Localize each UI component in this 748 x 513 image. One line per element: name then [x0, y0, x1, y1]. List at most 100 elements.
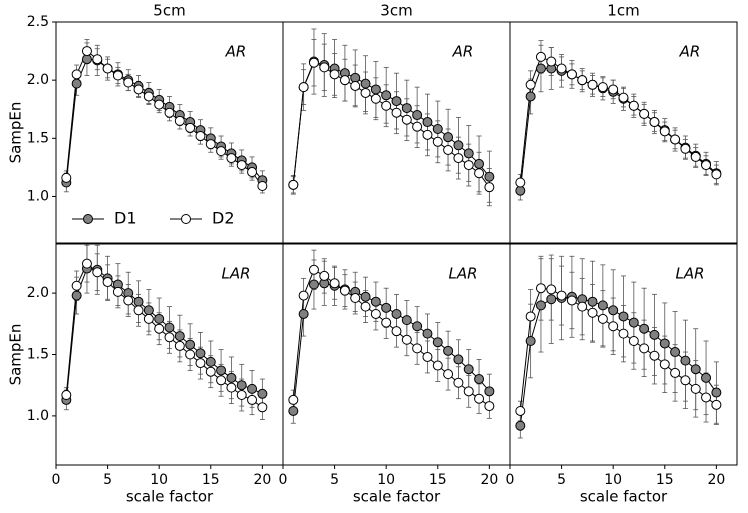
marker: [628, 100, 639, 111]
panel-annotation: LAR: [221, 265, 250, 283]
panel-annotation: AR: [452, 43, 474, 61]
marker: [391, 308, 402, 319]
marker: [288, 394, 299, 405]
marker: [639, 343, 650, 354]
marker: [143, 91, 154, 102]
marker: [463, 160, 474, 171]
marker: [639, 108, 650, 119]
marker: [711, 387, 722, 398]
legend-marker: [83, 214, 93, 224]
marker: [247, 167, 258, 178]
marker: [185, 349, 196, 360]
marker: [350, 80, 361, 91]
panel-annotation: AR: [679, 43, 701, 61]
marker: [453, 354, 464, 365]
marker: [92, 267, 103, 278]
marker: [350, 293, 361, 304]
marker: [288, 179, 299, 190]
marker: [216, 365, 227, 376]
marker: [670, 347, 681, 358]
marker: [628, 335, 639, 346]
marker: [164, 322, 175, 333]
panel-frame: [55, 21, 284, 244]
marker: [546, 284, 557, 295]
marker: [370, 308, 381, 319]
marker: [391, 96, 402, 107]
series-line: [65, 50, 263, 187]
marker: [525, 335, 536, 346]
marker: [556, 63, 567, 74]
marker: [690, 364, 701, 375]
marker: [546, 294, 557, 305]
marker: [484, 171, 495, 182]
marker: [535, 283, 546, 294]
marker: [195, 130, 206, 141]
x-tick-label: 15: [429, 472, 447, 488]
marker: [484, 386, 495, 397]
panel-title: 5cm: [153, 2, 185, 20]
marker: [133, 84, 144, 95]
x-tick-label: 10: [150, 472, 168, 488]
marker: [329, 69, 340, 80]
marker: [81, 258, 92, 269]
marker: [608, 84, 619, 95]
series-line: [292, 282, 490, 412]
marker: [401, 315, 412, 326]
x-tick-label: 0: [506, 472, 515, 488]
marker: [432, 337, 443, 348]
marker: [412, 110, 423, 121]
x-axis-label: scale factor: [126, 488, 214, 506]
marker: [587, 296, 598, 307]
marker: [288, 405, 299, 416]
marker: [391, 107, 402, 118]
marker: [484, 401, 495, 412]
marker: [618, 92, 629, 103]
marker: [474, 374, 485, 385]
marker: [133, 305, 144, 316]
marker: [216, 146, 227, 157]
marker: [608, 321, 619, 332]
marker: [81, 46, 92, 57]
marker: [659, 126, 670, 137]
marker: [308, 57, 319, 68]
y-tick-label: 2.0: [27, 72, 49, 88]
x-tick-label: 20: [480, 472, 498, 488]
y-tick-label: 1.0: [27, 408, 49, 424]
marker: [484, 182, 495, 193]
series-line: [292, 60, 490, 185]
marker: [205, 356, 216, 367]
panel-annotation: LAR: [675, 265, 704, 283]
marker: [370, 84, 381, 95]
legend-label: D1: [114, 209, 137, 228]
marker: [308, 264, 319, 275]
marker: [680, 375, 691, 386]
marker: [597, 82, 608, 93]
marker: [556, 290, 567, 301]
x-tick-label: 5: [557, 472, 566, 488]
y-tick-label: 2.0: [27, 285, 49, 301]
marker: [164, 107, 175, 118]
x-tick-label: 5: [330, 472, 339, 488]
marker: [463, 386, 474, 397]
panel-title: 1cm: [607, 2, 639, 20]
y-axis-label: SampEn: [7, 324, 25, 386]
marker: [443, 369, 454, 380]
marker: [360, 301, 371, 312]
marker: [329, 278, 340, 289]
marker: [474, 158, 485, 169]
marker: [319, 62, 330, 73]
marker: [566, 295, 577, 306]
x-tick-label: 10: [604, 472, 622, 488]
marker: [566, 69, 577, 80]
marker: [597, 313, 608, 324]
marker: [412, 121, 423, 132]
y-tick-label: 1.5: [27, 347, 49, 363]
marker: [143, 305, 154, 316]
marker: [608, 305, 619, 316]
marker: [154, 313, 165, 324]
x-tick-label: 5: [103, 472, 112, 488]
y-tick-label: 2.5: [27, 14, 49, 30]
marker: [690, 151, 701, 162]
marker: [236, 160, 247, 171]
